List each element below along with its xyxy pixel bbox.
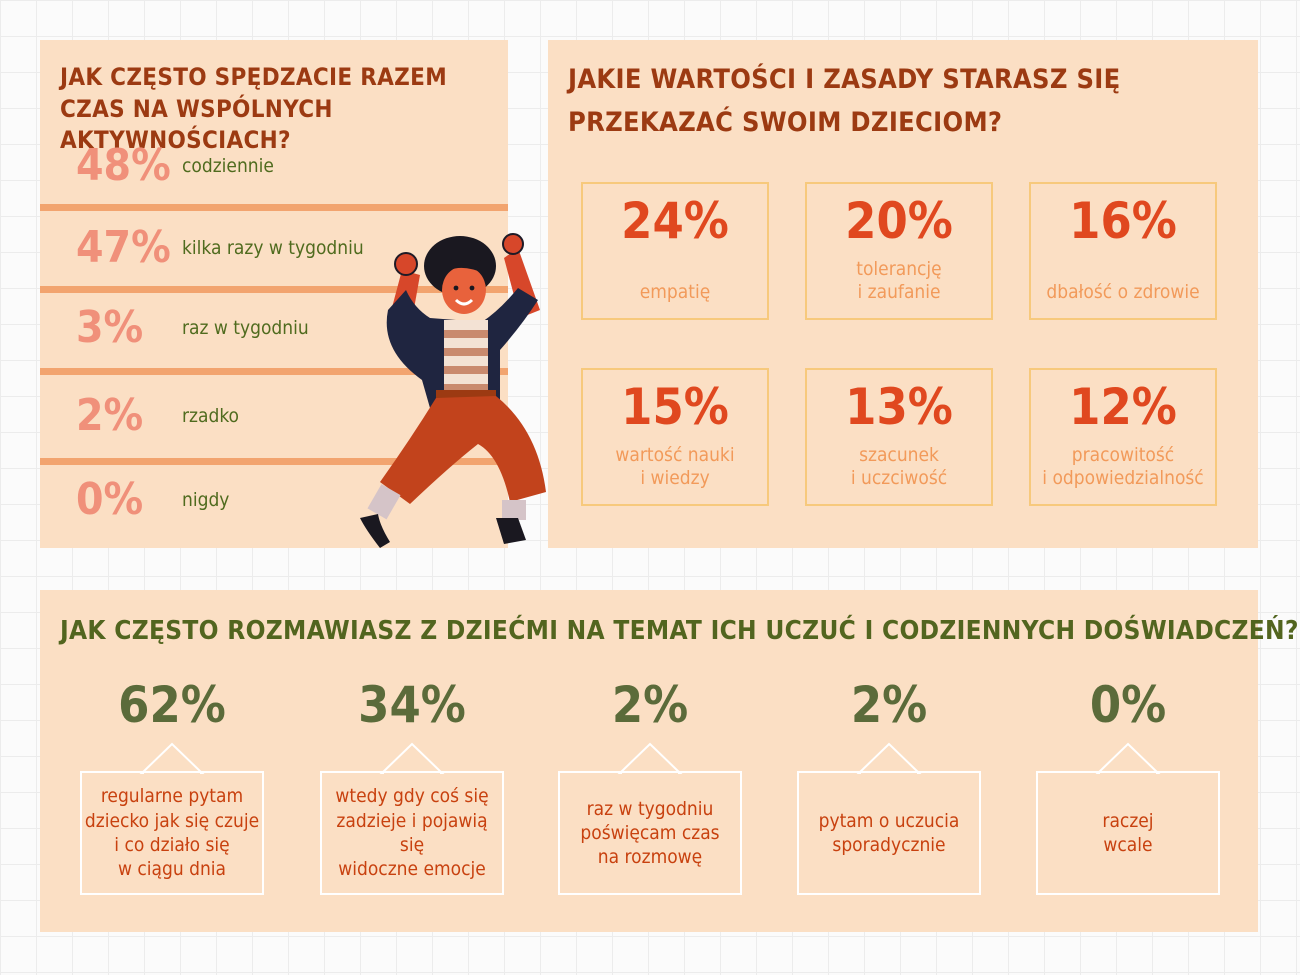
talk-feelings-title: JAK CZĘSTO ROZMAWIASZ Z DZIEĆMI NA TEMAT…	[60, 616, 1299, 646]
frequency-label: codziennie	[182, 155, 274, 177]
values-title: JAKIE WARTOŚCI I ZASADY STARASZ SIĘ PRZE…	[568, 64, 1121, 139]
panel-values: JAKIE WARTOŚCI I ZASADY STARASZ SIĘ PRZE…	[548, 40, 1258, 548]
frequency-row: 3% raz w tygodniu	[40, 288, 508, 368]
value-card: 20% tolerancję i zaufanie	[805, 182, 993, 320]
frequency-percent: 48%	[76, 140, 171, 191]
value-percent: 15%	[621, 378, 729, 436]
frequency-percent: 0%	[76, 474, 144, 525]
value-label: pracowitość i odpowiedzialność	[1042, 444, 1204, 490]
panel-shared-activities: JAK CZĘSTO SPĘDZACIE RAZEM CZAS NA WSPÓL…	[40, 40, 508, 548]
talk-percent: 62%	[118, 676, 226, 734]
shared-activities-title: JAK CZĘSTO SPĘDZACIE RAZEM CZAS NA WSPÓL…	[60, 63, 447, 155]
frequency-percent: 47%	[76, 222, 171, 273]
frequency-label: rzadko	[182, 405, 239, 427]
talk-option-box: raz w tygodniu poświęcam czas na rozmowę	[558, 771, 742, 895]
talk-percent: 2%	[850, 676, 928, 734]
talk-percent: 2%	[611, 676, 689, 734]
frequency-row: 47% kilka razy w tygodniu	[40, 208, 508, 288]
talk-percent: 34%	[358, 676, 466, 734]
value-percent: 16%	[1069, 192, 1177, 250]
talk-label: wtedy gdy coś się zadzieje i pojawią się…	[335, 785, 489, 881]
frequency-label: nigdy	[182, 489, 230, 511]
value-label: empatię	[639, 281, 711, 304]
value-label: tolerancję i zaufanie	[856, 258, 942, 304]
value-card: 15% wartość nauki i wiedzy	[581, 368, 769, 506]
frequency-label: kilka razy w tygodniu	[182, 237, 364, 259]
frequency-percent: 3%	[76, 302, 144, 353]
row-divider	[40, 368, 508, 375]
value-percent: 12%	[1069, 378, 1177, 436]
talk-option-box: regularne pytam dziecko jak się czuje i …	[80, 771, 264, 895]
talk-option-box: wtedy gdy coś się zadzieje i pojawią się…	[320, 771, 504, 895]
talk-label: raczej wcale	[1102, 809, 1154, 856]
row-divider	[40, 458, 508, 465]
value-percent: 20%	[845, 192, 953, 250]
value-percent: 13%	[845, 378, 953, 436]
talk-percent: 0%	[1089, 676, 1167, 734]
frequency-row: 48% codziennie	[40, 126, 508, 206]
frequency-row: 2% rzadko	[40, 376, 508, 456]
value-label: szacunek i uczciwość	[850, 444, 948, 490]
talk-label: pytam o uczucia sporadycznie	[818, 809, 960, 856]
frequency-label: raz w tygodniu	[182, 317, 309, 339]
talk-option-box: pytam o uczucia sporadycznie	[797, 771, 981, 895]
value-card: 13% szacunek i uczciwość	[805, 368, 993, 506]
frequency-percent: 2%	[76, 390, 144, 441]
value-percent: 24%	[621, 192, 729, 250]
row-divider	[40, 286, 508, 293]
value-card: 24% empatię	[581, 182, 769, 320]
talk-option-box: raczej wcale	[1036, 771, 1220, 895]
jumping-person-illustration	[360, 233, 546, 548]
talk-label: raz w tygodniu poświęcam czas na rozmowę	[580, 797, 720, 869]
value-label: dbałość o zdrowie	[1046, 281, 1200, 304]
value-label: wartość nauki i wiedzy	[615, 444, 735, 490]
talk-label: regularne pytam dziecko jak się czuje i …	[84, 785, 260, 881]
value-card: 16% dbałość o zdrowie	[1029, 182, 1217, 320]
frequency-row: 0% nigdy	[40, 460, 508, 540]
panel-talk-feelings: JAK CZĘSTO ROZMAWIASZ Z DZIEĆMI NA TEMAT…	[40, 590, 1299, 932]
row-divider	[40, 204, 508, 211]
value-card: 12% pracowitość i odpowiedzialność	[1029, 368, 1217, 506]
